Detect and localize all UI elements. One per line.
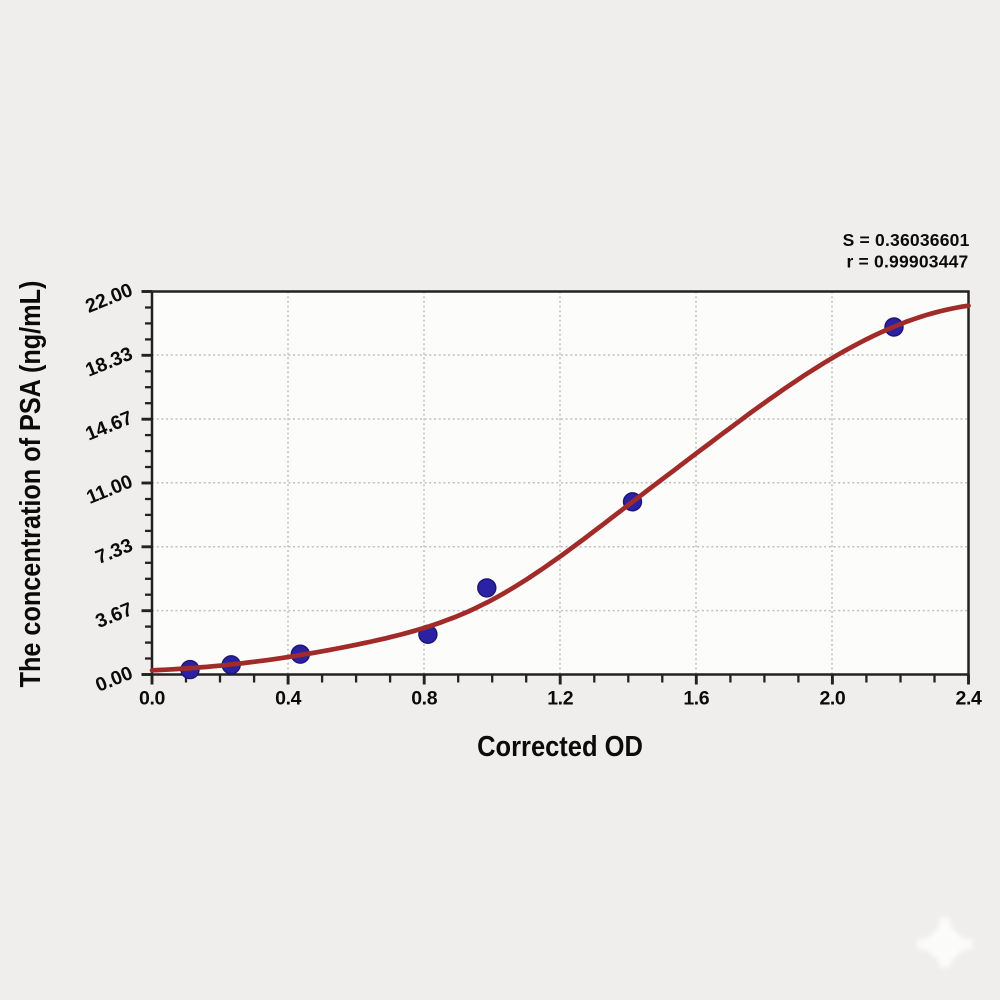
svg-text:1.2: 1.2 <box>547 688 573 710</box>
svg-text:The concentration of PSA (ng/m: The concentration of PSA (ng/mL) <box>13 281 46 688</box>
svg-text:0.4: 0.4 <box>275 688 301 710</box>
svg-text:Corrected OD: Corrected OD <box>477 729 643 762</box>
svg-text:2.4: 2.4 <box>956 688 982 710</box>
svg-text:2.0: 2.0 <box>819 688 845 710</box>
svg-text:1.6: 1.6 <box>683 688 709 710</box>
svg-text:0.0: 0.0 <box>139 688 165 710</box>
svg-text:S = 0.36036601: S = 0.36036601 <box>843 230 970 250</box>
svg-text:r = 0.99903447: r = 0.99903447 <box>846 252 968 272</box>
svg-text:0.8: 0.8 <box>411 688 437 710</box>
